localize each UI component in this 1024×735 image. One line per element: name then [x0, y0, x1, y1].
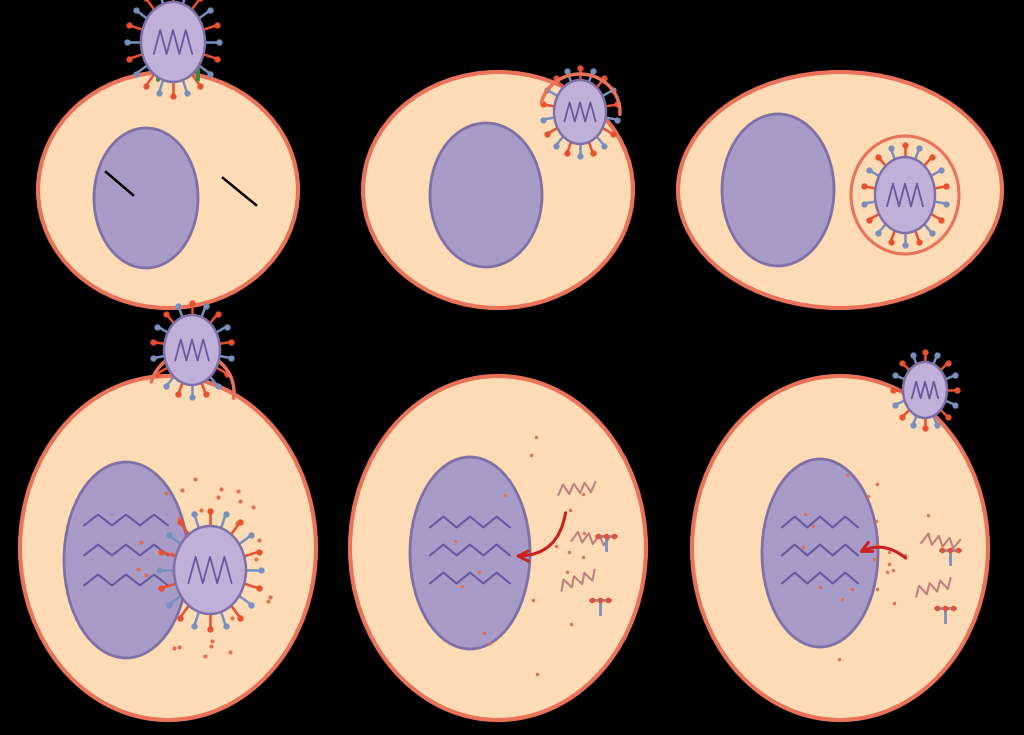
Ellipse shape: [38, 72, 298, 308]
FancyArrowPatch shape: [518, 513, 565, 561]
Ellipse shape: [350, 376, 646, 720]
Ellipse shape: [851, 136, 959, 254]
Ellipse shape: [141, 2, 205, 82]
Ellipse shape: [903, 362, 947, 418]
Ellipse shape: [410, 457, 530, 649]
Ellipse shape: [174, 526, 246, 614]
FancyArrowPatch shape: [861, 542, 906, 558]
Ellipse shape: [430, 123, 542, 267]
Ellipse shape: [722, 114, 834, 266]
Ellipse shape: [554, 80, 606, 144]
Ellipse shape: [678, 72, 1002, 308]
Ellipse shape: [164, 315, 220, 385]
Ellipse shape: [692, 376, 988, 720]
Ellipse shape: [762, 459, 878, 647]
Ellipse shape: [63, 462, 188, 658]
Ellipse shape: [874, 157, 935, 233]
Ellipse shape: [20, 376, 316, 720]
Ellipse shape: [362, 72, 633, 308]
Ellipse shape: [94, 128, 198, 268]
